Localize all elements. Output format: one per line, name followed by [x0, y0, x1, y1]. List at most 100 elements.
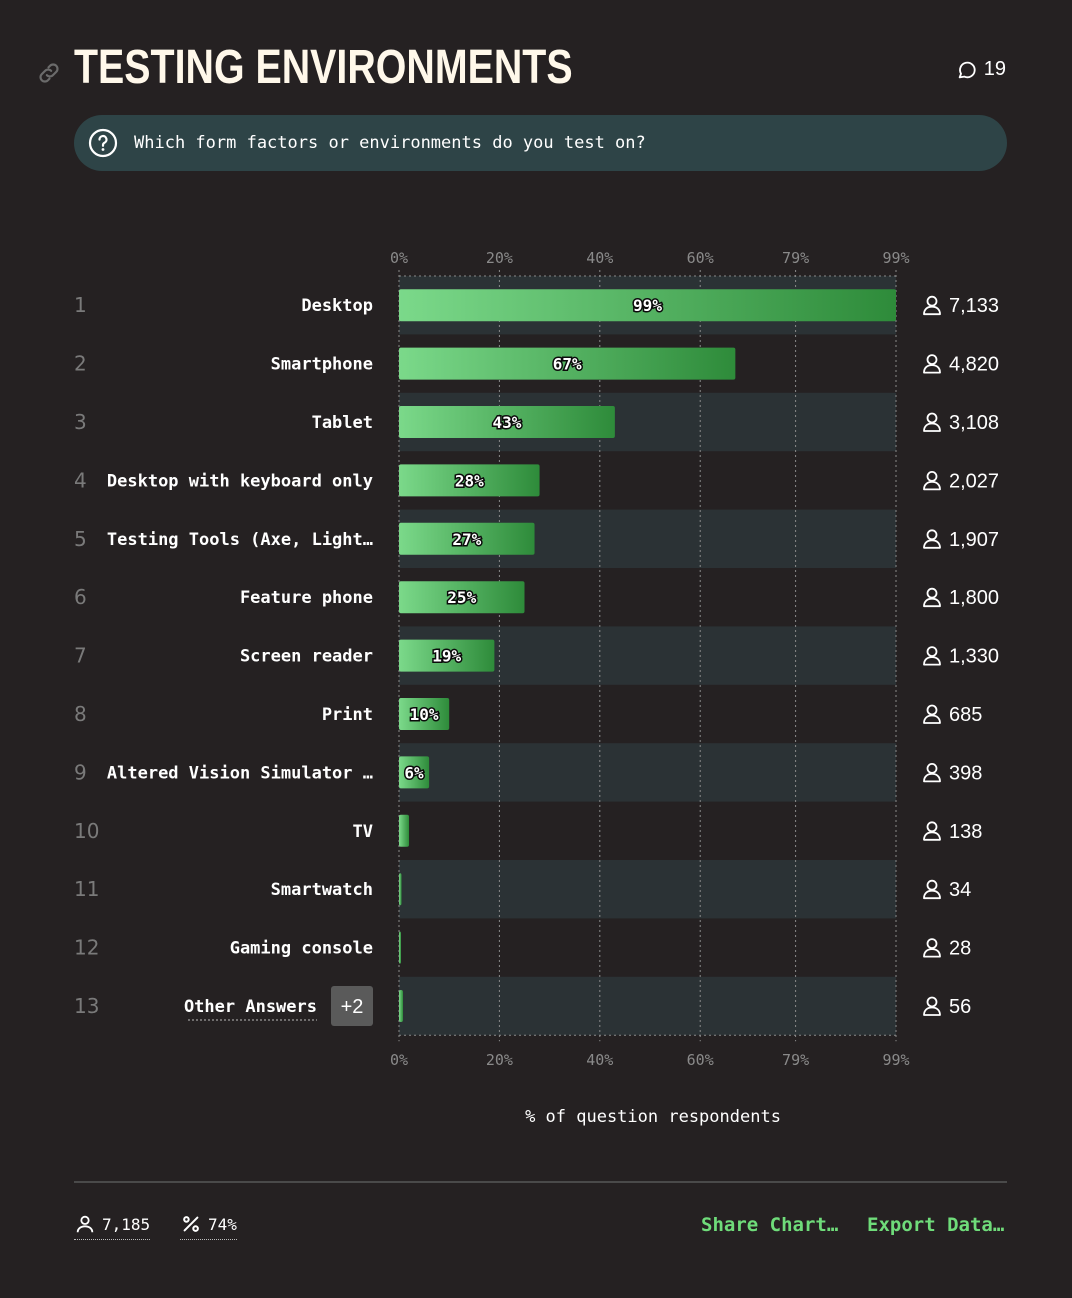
x-tick-bottom: 40%	[586, 1051, 613, 1069]
bar-2[interactable]	[399, 347, 736, 380]
user-icon-body	[923, 364, 941, 374]
user-icon	[926, 821, 938, 833]
bar-value-label: 6%	[404, 763, 424, 782]
user-icon-body	[923, 481, 941, 491]
row-rank: 10	[74, 819, 99, 843]
bar-1[interactable]	[399, 289, 896, 322]
row-band	[399, 743, 896, 802]
respondents-count: 7,185	[102, 1214, 151, 1234]
row-count-value: 2,027	[949, 470, 999, 492]
x-tick-bottom: 99%	[882, 1051, 909, 1069]
export-data-button[interactable]: Export Data…	[867, 1214, 1005, 1236]
user-icon	[926, 354, 938, 365]
question-banner: Which form factors or environments do yo…	[74, 115, 1007, 171]
question-text: Which form factors or environments do yo…	[134, 133, 646, 153]
other-answers-link[interactable]: Other Answers	[184, 997, 317, 1017]
share-chart-button[interactable]: Share Chart…	[701, 1214, 839, 1236]
user-icon	[926, 938, 938, 949]
bar-9[interactable]	[399, 756, 430, 789]
link-icon[interactable]	[36, 60, 62, 86]
row-count-value: 34	[949, 879, 971, 901]
x-tick-bottom: 0%	[390, 1051, 408, 1069]
bar-6[interactable]	[399, 581, 525, 614]
user-icon	[926, 763, 938, 774]
other-answers-badge[interactable]	[331, 986, 373, 1026]
x-tick-top: 40%	[586, 249, 613, 267]
row-rank: 6	[74, 585, 87, 609]
footer-divider	[74, 1181, 1007, 1183]
question-icon	[88, 128, 118, 158]
bar-value-label: 25%	[447, 588, 476, 607]
bar-value-label: 28%	[455, 471, 484, 490]
bar-5[interactable]	[399, 522, 535, 555]
row-band	[399, 976, 896, 1036]
bar-12[interactable]	[399, 931, 402, 964]
comments-button[interactable]: 19	[956, 58, 1006, 81]
user-icon	[926, 295, 938, 307]
row-count: 28	[923, 938, 971, 960]
row-count: 398	[923, 762, 982, 784]
user-icon-body	[923, 597, 941, 608]
x-tick-top: 20%	[486, 249, 513, 267]
row-rank: 3	[74, 410, 87, 434]
user-icon-body	[923, 773, 941, 783]
user-icon-body	[923, 714, 941, 724]
user-icon	[926, 646, 938, 658]
percent-value: 74%	[208, 1214, 237, 1234]
bar-11[interactable]	[399, 873, 402, 906]
row-label: Feature phone	[240, 588, 373, 608]
x-tick-top: 60%	[687, 249, 714, 267]
row-label: Desktop with keyboard only	[107, 471, 373, 491]
comment-icon	[958, 61, 976, 78]
row-label: Gaming console	[230, 939, 373, 959]
user-icon-body	[923, 831, 941, 841]
row-count: 1,800	[923, 587, 999, 609]
user-icon-body	[923, 656, 941, 666]
row-label: Smartwatch	[271, 880, 373, 900]
row-count-value: 685	[949, 704, 982, 726]
row-count: 3,108	[923, 412, 999, 434]
x-tick-top: 0%	[390, 249, 408, 267]
bar-value-label: 99%	[633, 296, 662, 315]
bar-value-label: 27%	[452, 530, 481, 549]
row-label: Tablet	[312, 413, 373, 433]
bar-7[interactable]	[399, 639, 495, 672]
row-count-value: 1,800	[949, 587, 999, 609]
bar-3[interactable]	[399, 406, 615, 438]
row-label: Altered Vision Simulator …	[107, 763, 373, 783]
x-tick-bottom: 79%	[782, 1051, 809, 1069]
bar-value-label: 43%	[492, 413, 521, 432]
row-count-value: 4,820	[949, 354, 999, 376]
percent-icon	[183, 1216, 199, 1232]
row-count-value: 28	[949, 938, 971, 960]
row-rank: 4	[74, 468, 87, 492]
row-count: 138	[923, 821, 982, 843]
user-icon-body	[923, 889, 941, 900]
row-count-value: 1,907	[949, 529, 999, 551]
bar-13[interactable]	[399, 990, 404, 1022]
page-title: TESTING ENVIRONMENTS	[74, 41, 573, 94]
row-rank: 5	[74, 527, 87, 551]
row-count-value: 1,330	[949, 646, 999, 668]
row-count: 7,133	[923, 295, 999, 317]
row-count-value: 7,133	[949, 295, 999, 317]
user-icon-body	[923, 539, 941, 549]
bar-8[interactable]	[399, 698, 450, 730]
row-rank: 13	[74, 994, 99, 1018]
x-tick-bottom: 20%	[486, 1051, 513, 1069]
row-label: Screen reader	[240, 647, 373, 667]
user-icon	[926, 996, 938, 1008]
bar-10[interactable]	[399, 814, 410, 847]
row-count: 1,907	[923, 529, 999, 551]
row-count-value: 56	[949, 996, 971, 1018]
row-count: 2,027	[923, 470, 999, 492]
row-rank: 1	[74, 293, 87, 317]
row-rank: 2	[74, 352, 87, 376]
bar-value-label: 10%	[410, 705, 439, 724]
row-count: 685	[923, 704, 982, 726]
percent-stat[interactable]: 74%	[180, 1213, 237, 1240]
bar-4[interactable]	[399, 464, 540, 497]
row-count-value: 398	[949, 762, 982, 784]
user-icon	[926, 470, 938, 482]
respondents-stat[interactable]: 7,185	[74, 1213, 151, 1240]
